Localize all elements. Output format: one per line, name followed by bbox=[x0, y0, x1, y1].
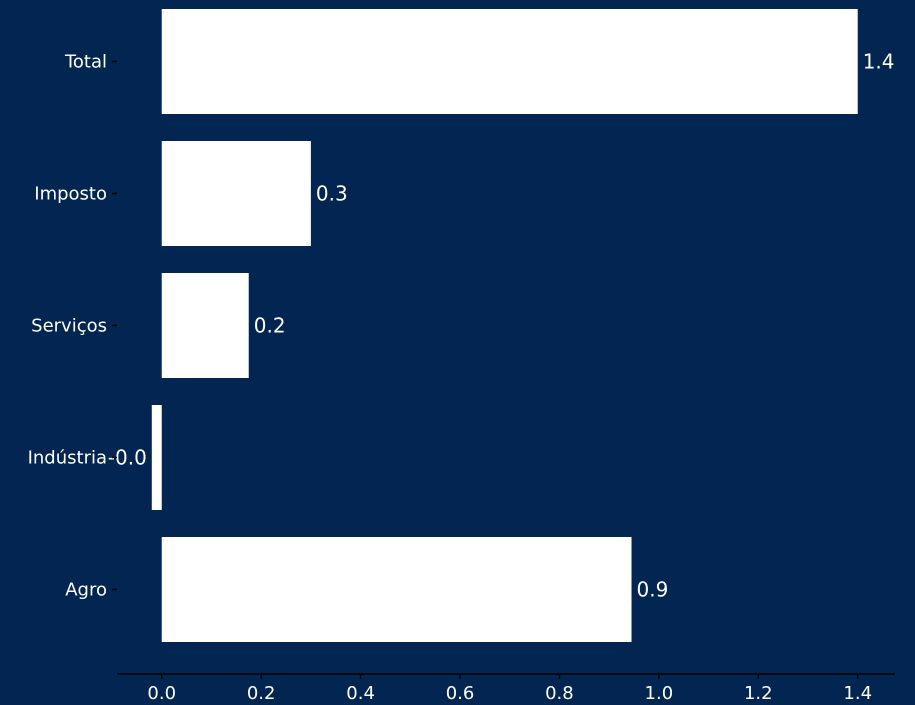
y-tick-label: Serviços bbox=[31, 316, 107, 337]
data-label: 1.4 bbox=[863, 50, 895, 74]
y-tick-label: Total bbox=[64, 52, 107, 73]
x-tick-label: 1.4 bbox=[843, 683, 872, 701]
bars-layer bbox=[151, 9, 858, 642]
x-tick-label: 1.0 bbox=[645, 683, 674, 701]
y-tick-label: Agro bbox=[65, 580, 107, 601]
data-label: 0.3 bbox=[316, 182, 348, 206]
bar-indústria bbox=[151, 405, 162, 510]
data-label: 0.2 bbox=[254, 314, 286, 338]
bar-total bbox=[161, 9, 858, 114]
bar-imposto bbox=[161, 141, 311, 246]
x-tick-label: 1.2 bbox=[744, 683, 773, 701]
x-tick-label: 0.4 bbox=[346, 683, 375, 701]
data-label: 0.9 bbox=[637, 578, 669, 602]
x-tick-label: 0.0 bbox=[147, 683, 176, 701]
bar-serviços bbox=[161, 273, 249, 378]
x-tick-label: 0.6 bbox=[446, 683, 475, 701]
y-tick-label: Imposto bbox=[34, 184, 107, 205]
y-tick-label: Indústria bbox=[28, 448, 107, 469]
x-tick-label: 0.2 bbox=[247, 683, 276, 701]
x-tick-label: 0.8 bbox=[545, 683, 574, 701]
bar-agro bbox=[161, 537, 632, 642]
axes-layer bbox=[112, 60, 895, 679]
